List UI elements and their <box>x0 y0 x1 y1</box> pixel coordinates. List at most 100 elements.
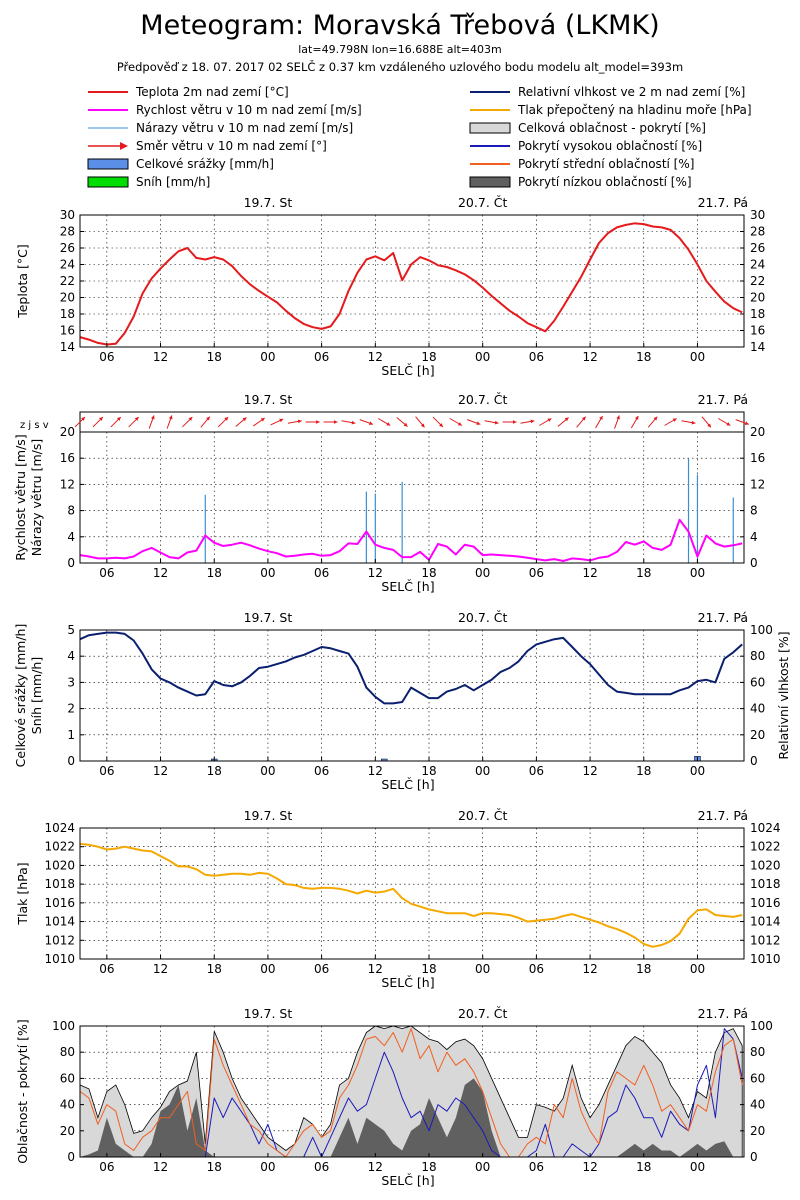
wind-direction-arrow <box>735 419 749 425</box>
y-tick-label-right: 16 <box>750 324 765 338</box>
y-tick-label: 1016 <box>44 896 75 910</box>
day-label: 21.7. Pá <box>698 392 748 407</box>
y-tick-label: 3 <box>67 675 75 689</box>
wind-direction-arrow <box>701 416 712 428</box>
wind-direction-arrow <box>323 420 338 424</box>
day-label: 21.7. Pá <box>698 610 748 625</box>
panel-temperature: 06 12 18 00 06 12 18 00 06 12 18 00 SELČ [h] 19.7. St… <box>15 195 765 378</box>
x-tick-label: 18 <box>207 764 222 778</box>
arrow-head <box>351 420 356 425</box>
legend-label: Nárazy větru v 10 m nad zemí [m/s] <box>136 121 353 135</box>
wind-direction-arrow <box>396 417 408 427</box>
y-tick-label-right: 1014 <box>750 915 781 929</box>
wind-direction-arrow <box>148 415 155 429</box>
y-tick-label: 2 <box>67 702 75 716</box>
x-tick-label: 06 <box>314 962 329 976</box>
series-area-1 <box>80 1078 743 1157</box>
arrow-head <box>116 417 121 421</box>
y-tick-label: 1018 <box>44 877 75 891</box>
arrow-head <box>168 415 173 420</box>
day-label: 21.7. Pá <box>698 195 748 210</box>
day-label: 19.7. St <box>244 392 293 407</box>
wind-direction-arrow <box>576 416 587 428</box>
y-axis-label: Rychlost větru [m/s] <box>13 434 28 560</box>
wind-direction-arrow <box>502 420 517 424</box>
series-line-0 <box>79 518 743 562</box>
y-tick-label: 4 <box>67 530 75 544</box>
x-tick-label: 00 <box>475 350 490 364</box>
arrow-head <box>564 417 569 422</box>
y-tick-label-right: 20 <box>750 1124 765 1138</box>
y-tick-label: 12 <box>60 477 75 491</box>
x-tick-label: 18 <box>207 962 222 976</box>
y-tick-label: 16 <box>60 451 75 465</box>
y-axis-label: Celkové srážky [mm/h] <box>13 624 28 768</box>
wind-direction-arrow <box>287 419 302 424</box>
y-tick-label-right: 60 <box>750 1071 765 1085</box>
y-tick-label: 8 <box>67 504 75 518</box>
wind-direction-arrow <box>377 418 391 426</box>
y-tick-label-right: 30 <box>750 208 765 222</box>
y-tick-label: 1024 <box>44 821 75 835</box>
legend-item: Rychlost větru v 10 m nad zemí [m/s] <box>88 103 362 117</box>
arrow-head <box>81 417 85 421</box>
legend-item: Směr větru v 10 m nad zemí [°] <box>88 139 327 153</box>
y2-tick-label: 80 <box>750 649 765 663</box>
y-tick-label: 18 <box>60 307 75 321</box>
y-tick-label: 1 <box>67 728 75 742</box>
x-tick-label: 18 <box>421 1160 436 1174</box>
y-tick-label-right: 12 <box>750 477 765 491</box>
y-tick-label: 1012 <box>44 933 75 947</box>
arrow-head <box>99 417 103 421</box>
legend-label: Směr větru v 10 m nad zemí [°] <box>136 139 327 153</box>
y-tick-label: 5 <box>67 623 75 637</box>
x-axis-label: SELČ [h] <box>381 975 434 990</box>
x-tick-label: 00 <box>475 962 490 976</box>
arrow-head <box>188 417 193 421</box>
y-tick-label: 16 <box>60 324 75 338</box>
x-axis-label: SELČ [h] <box>381 1173 434 1188</box>
x-axis-label: SELČ [h] <box>381 777 434 792</box>
legend-item: Sníh [mm/h] <box>87 175 210 189</box>
y2-tick-label: 40 <box>750 702 765 716</box>
arrow-head <box>530 419 535 424</box>
day-label: 19.7. St <box>244 195 293 210</box>
wind-direction-arrow <box>182 416 193 428</box>
x-tick-label: 12 <box>368 1160 383 1174</box>
coords-subtitle: lat=49.798N lon=16.688E alt=403m <box>298 43 502 56</box>
series-line-3 <box>79 1028 743 1158</box>
x-tick-label: 12 <box>153 764 168 778</box>
x-tick-label: 12 <box>153 566 168 580</box>
y-tick-label: 0 <box>67 754 75 768</box>
x-tick-label: 00 <box>260 1160 275 1174</box>
arrow-head <box>279 418 284 423</box>
arrow-head <box>494 420 499 425</box>
arrow-head <box>420 423 425 428</box>
day-label: 20.7. Čt <box>458 1006 508 1021</box>
y-tick-label: 4 <box>67 649 75 663</box>
legend-label: Relativní vlhkost ve 2 m nad zemí [%] <box>518 85 745 99</box>
x-tick-label: 06 <box>99 566 114 580</box>
legend-label: Celková oblačnost - pokrytí [%] <box>518 121 706 135</box>
arrow-head <box>616 415 620 420</box>
x-axis-label: SELČ [h] <box>381 363 434 378</box>
y-tick-label-right: 80 <box>750 1045 765 1059</box>
panel-pressure: 06 12 18 00 06 12 18 00 06 12 18 00 SELČ [h] 19.7. St… <box>15 808 781 990</box>
y-tick-label: 0 <box>67 556 75 570</box>
x-tick-label: 00 <box>260 350 275 364</box>
y-tick-label-right: 1020 <box>750 858 781 872</box>
arrow-head <box>653 416 658 421</box>
x-tick-label: 12 <box>582 566 597 580</box>
x-tick-label: 12 <box>582 764 597 778</box>
arrow-head <box>744 421 749 425</box>
y-tick-label: 22 <box>60 274 75 288</box>
y-tick-label: 20 <box>60 1124 75 1138</box>
arrow-head <box>134 417 139 421</box>
series-line-0 <box>79 222 743 346</box>
y-tick-label-right: 1010 <box>750 952 781 966</box>
wind-direction-arrow <box>664 418 677 426</box>
series-line-0 <box>79 842 743 948</box>
x-tick-label: 06 <box>529 1160 544 1174</box>
